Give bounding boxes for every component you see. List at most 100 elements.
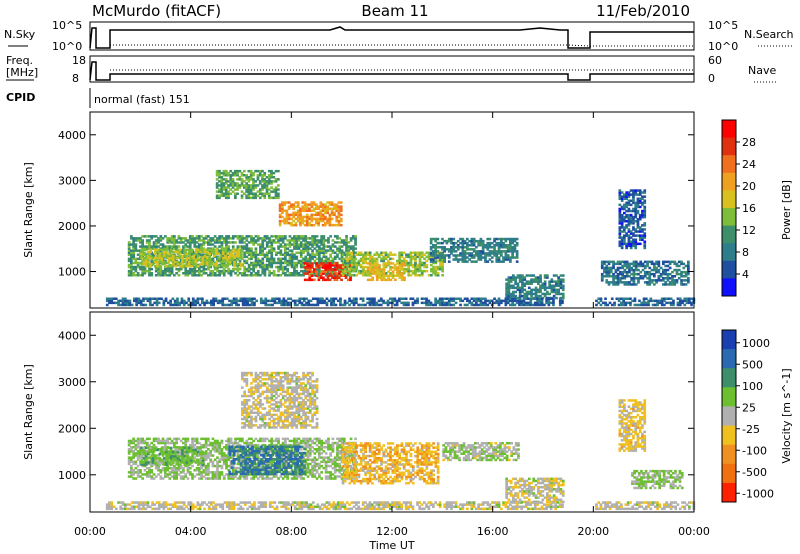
heatmap-cell	[198, 466, 201, 470]
heatmap-cell	[502, 256, 505, 259]
heatmap-cell	[215, 186, 219, 189]
heatmap-cell	[369, 264, 372, 267]
heatmap-cell	[634, 264, 638, 268]
heatmap-cell	[450, 237, 453, 241]
heatmap-cell	[314, 303, 317, 307]
heatmap-cell	[254, 272, 258, 275]
heatmap-cell	[479, 299, 483, 303]
heatmap-cell	[324, 278, 327, 282]
heatmap-cell	[348, 297, 351, 300]
heatmap-cell	[157, 245, 160, 248]
heatmap-cell	[511, 250, 514, 253]
heatmap-cell	[299, 215, 302, 219]
heatmap-cell	[130, 261, 133, 265]
heatmap-cell	[627, 193, 631, 196]
heatmap-cell	[198, 297, 202, 300]
heatmap-cell	[248, 297, 252, 300]
heatmap-cell	[314, 297, 317, 300]
heatmap-cell	[629, 222, 633, 225]
heatmap-cell	[636, 226, 640, 229]
heatmap-cell	[637, 262, 640, 266]
heatmap-cell	[303, 205, 307, 208]
heatmap-cell	[450, 297, 453, 300]
heatmap-cell	[293, 253, 296, 256]
heatmap-cell	[234, 267, 237, 271]
heatmap-cell	[182, 471, 185, 474]
heatmap-cell	[669, 297, 673, 300]
heatmap-cell	[182, 241, 185, 244]
heatmap-cell	[418, 263, 422, 267]
heatmap-cell	[348, 261, 352, 265]
heatmap-cell	[299, 213, 302, 217]
heatmap-cell	[304, 247, 308, 250]
heatmap-cell	[305, 219, 309, 223]
heatmap-cell	[136, 272, 140, 275]
heatmap-cell	[552, 280, 556, 283]
heatmap-cell	[662, 262, 665, 266]
heatmap-cell	[234, 194, 237, 197]
heatmap-cell	[141, 245, 144, 248]
heatmap-cell	[139, 437, 142, 441]
heatmap-cell	[175, 437, 178, 441]
heatmap-cell	[290, 237, 294, 240]
heatmap-cell	[328, 217, 332, 221]
heatmap-cell	[683, 299, 687, 303]
heatmap-cell	[176, 252, 180, 256]
heatmap-cell	[493, 254, 496, 257]
heatmap-cell	[292, 223, 295, 227]
heatmap-cell	[522, 297, 526, 300]
heatmap-cell	[227, 458, 231, 461]
heatmap-cell	[326, 278, 330, 282]
heatmap-cell	[157, 272, 160, 275]
heatmap-cell	[414, 261, 417, 265]
heatmap-cell	[206, 248, 209, 251]
heatmap-cell	[626, 297, 630, 300]
heatmap-cell	[215, 184, 219, 187]
heatmap-cell	[373, 257, 377, 261]
heatmap-cell	[490, 299, 494, 303]
heatmap-cell	[198, 272, 201, 275]
heatmap-cell	[192, 262, 196, 266]
heatmap-cell	[315, 205, 318, 208]
heatmap-cell	[187, 297, 191, 300]
heatmap-cell	[148, 437, 151, 441]
heatmap-cell	[643, 224, 647, 227]
heatmap-cell	[182, 469, 185, 472]
heatmap-cell	[368, 272, 372, 275]
heatmap-cell	[675, 262, 679, 266]
heatmap-cell	[321, 219, 325, 223]
heatmap-cell	[347, 272, 350, 275]
heatmap-cell	[445, 297, 449, 300]
colorbar-swatch	[722, 190, 736, 209]
heatmap-cell	[164, 299, 168, 303]
heatmap-cell	[241, 437, 244, 441]
heatmap-cell	[134, 471, 138, 474]
heatmap-cell	[130, 272, 133, 275]
heatmap-cell	[177, 237, 181, 240]
heatmap-cell	[655, 262, 658, 266]
heatmap-cell	[315, 203, 318, 206]
heatmap-cell	[660, 299, 664, 303]
heatmap-cell	[322, 251, 326, 254]
heatmap-cell	[680, 260, 683, 264]
heatmap-cell	[552, 274, 556, 277]
heatmap-cell	[302, 261, 305, 265]
heatmap-cell	[629, 203, 633, 207]
heatmap-cell	[636, 199, 640, 202]
heatmap-cell	[130, 253, 133, 256]
heatmap-cell	[247, 253, 251, 256]
heatmap-cell	[450, 250, 453, 253]
heatmap-cell	[479, 301, 483, 305]
heatmap-cell	[207, 443, 210, 447]
heatmap-cell	[461, 239, 465, 243]
heatmap-cell	[327, 249, 330, 252]
heatmap-cell	[326, 266, 330, 269]
heatmap-cell	[506, 256, 510, 259]
heatmap-cell	[237, 256, 241, 260]
heatmap-cell	[288, 249, 292, 252]
heatmap-cell	[516, 282, 520, 285]
heatmap-cell	[432, 272, 435, 275]
heatmap-cell	[420, 274, 424, 277]
heatmap-cell	[310, 217, 314, 221]
heatmap-cell	[230, 299, 234, 303]
